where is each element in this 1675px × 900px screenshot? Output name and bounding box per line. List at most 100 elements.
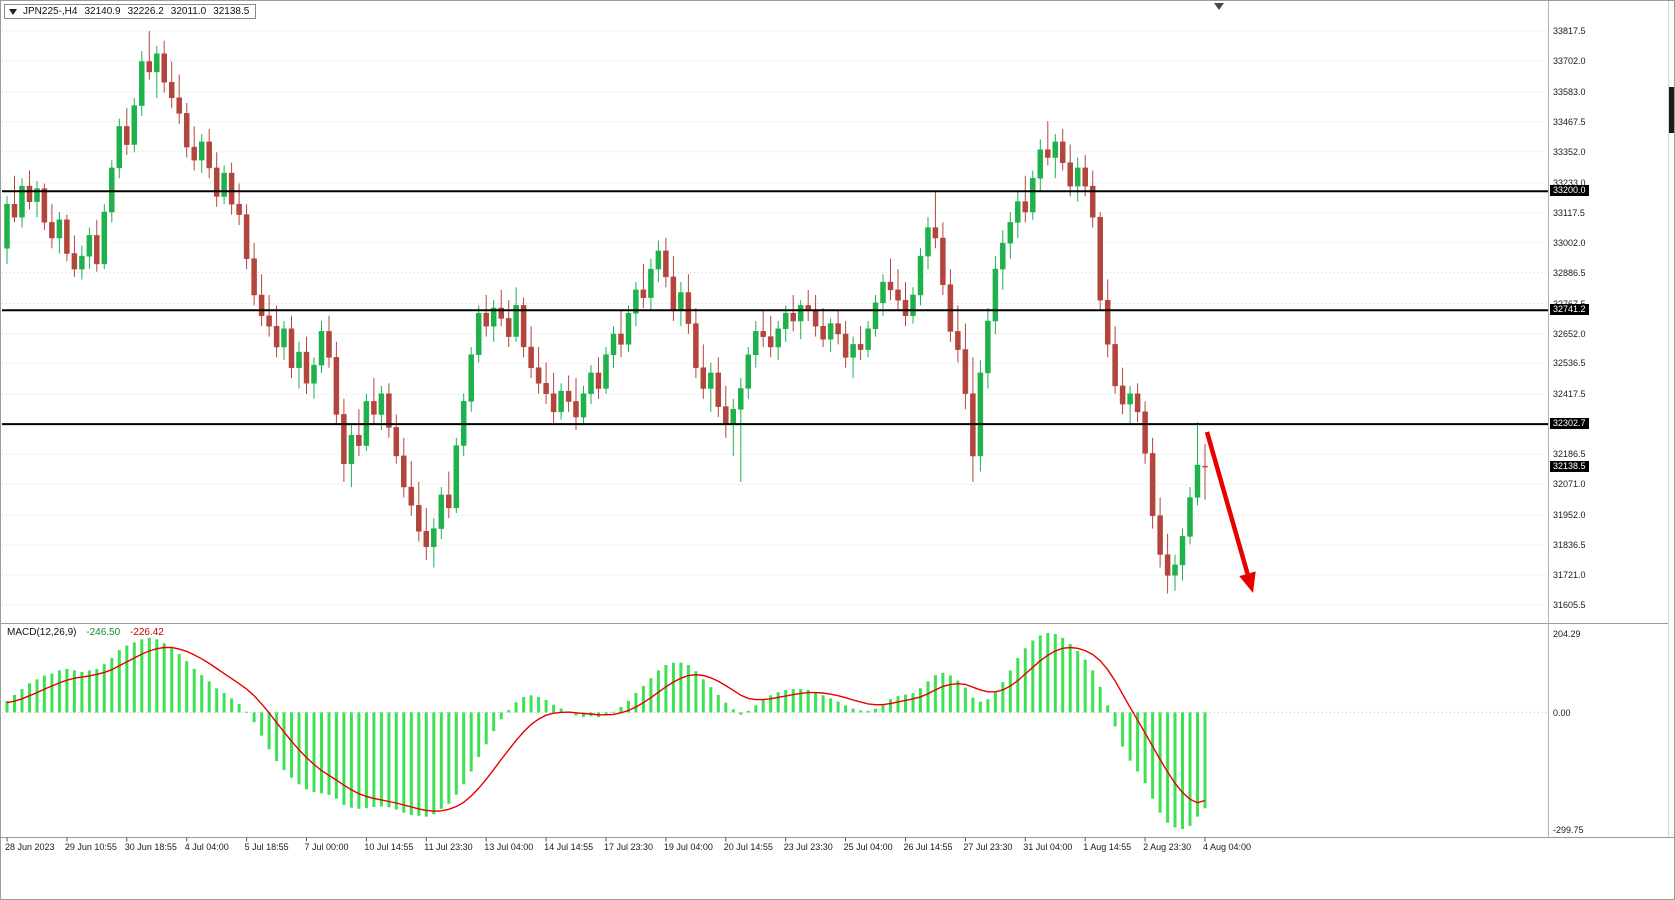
candle-body [34, 188, 40, 202]
macd-bar [1038, 635, 1042, 713]
candle-body [86, 235, 93, 257]
candle [835, 310, 841, 345]
candle [11, 175, 18, 223]
candle [880, 274, 886, 316]
sell-arrow-annotation[interactable] [1204, 431, 1256, 593]
candle-body [416, 505, 422, 532]
vertical-scrollbar[interactable] [1668, 1, 1674, 837]
candle [887, 258, 894, 301]
macd-bar [1181, 712, 1184, 829]
macd-bar [754, 705, 758, 713]
macd-bar [739, 712, 743, 715]
price-axis-tick: 32071.0 [1553, 479, 1586, 490]
macd-bar [919, 688, 922, 713]
macd-bar [492, 712, 496, 732]
candle-body [857, 344, 864, 350]
candle-body [154, 53, 160, 73]
candle-body [895, 289, 901, 301]
candle-body [910, 294, 916, 317]
scrollbar-thumb[interactable] [1669, 87, 1674, 133]
macd-bar [394, 712, 398, 810]
candle-body [505, 318, 512, 337]
candle-body [820, 325, 826, 340]
candle [431, 518, 437, 568]
candle-body [902, 299, 909, 317]
candle [685, 274, 692, 334]
candle [1172, 554, 1178, 591]
macd-bar [28, 683, 31, 713]
candle [1022, 175, 1029, 223]
macd-indicator-label: MACD(12,26,9) -246.50 -226.42 [7, 627, 171, 638]
candle-body [296, 351, 302, 368]
candle-body [206, 141, 212, 169]
price-axis-tick: 33467.5 [1553, 116, 1586, 127]
candle-body [1202, 465, 1208, 468]
candle-body [738, 388, 744, 410]
candle-body [947, 284, 954, 332]
candle [378, 385, 385, 430]
candle-body [797, 305, 804, 322]
ohlc-close: 32138.5 [213, 6, 250, 17]
horizontal-lines [2, 190, 1548, 426]
candle [625, 305, 632, 353]
candle-body [812, 310, 819, 327]
macd-bar [806, 689, 810, 713]
macd-bar [1143, 712, 1147, 784]
candle [633, 282, 639, 327]
candle [1157, 497, 1163, 568]
candle [64, 214, 70, 262]
candle-body [678, 292, 684, 311]
macd-bar [619, 707, 623, 713]
macd-bar [941, 672, 945, 713]
macd-bar [761, 699, 765, 713]
time-axis-label: 10 Jul 14:55 [364, 842, 414, 852]
candle [146, 31, 153, 80]
candle [446, 471, 452, 519]
candlestick-series [4, 31, 1208, 594]
macd-bar [993, 692, 997, 713]
candle-body [378, 393, 385, 415]
candle-body [161, 53, 167, 83]
macd-bar [432, 712, 436, 815]
candle-body [685, 292, 692, 324]
candle [498, 289, 504, 327]
symbol-header[interactable]: JPN225-,H4 32140.9 32226.2 32011.0 32138… [4, 4, 257, 19]
candle [356, 409, 362, 456]
time-axis-label: 13 Jul 04:00 [484, 842, 534, 852]
chart-shift-marker-icon[interactable] [1214, 3, 1224, 10]
candle-body [775, 328, 781, 348]
macd-bar [87, 670, 91, 713]
candle [176, 74, 182, 124]
macd-bar [1121, 712, 1125, 747]
macd-bar [514, 702, 518, 713]
candle [565, 375, 572, 412]
candle-body [1127, 393, 1133, 405]
candle [700, 344, 707, 399]
macd-bar [709, 687, 713, 713]
candle [857, 326, 864, 360]
time-axis-label: 14 Jul 14:55 [544, 842, 594, 852]
macd-bar [424, 712, 428, 817]
hline-price-tag: 32302.7 [1550, 418, 1589, 430]
macd-bar [791, 689, 795, 713]
candle [970, 357, 976, 482]
macd-bar [50, 673, 54, 713]
macd-bar [1091, 670, 1095, 713]
macd-bar [612, 711, 615, 713]
candle-body [558, 390, 564, 413]
candle-body [1074, 167, 1081, 187]
collapse-triangle-icon[interactable] [9, 8, 17, 15]
macd-bar [327, 712, 331, 795]
candle-body [251, 258, 257, 296]
candle-body [56, 219, 63, 239]
candle-body [1157, 515, 1163, 555]
arrow-shaft [1204, 431, 1250, 575]
candle [730, 398, 737, 456]
candle [1127, 385, 1133, 425]
candle [303, 336, 310, 394]
candle [79, 245, 85, 280]
price-axis-tick: 31605.5 [1553, 600, 1586, 610]
candle [588, 365, 594, 404]
candle [416, 481, 422, 542]
